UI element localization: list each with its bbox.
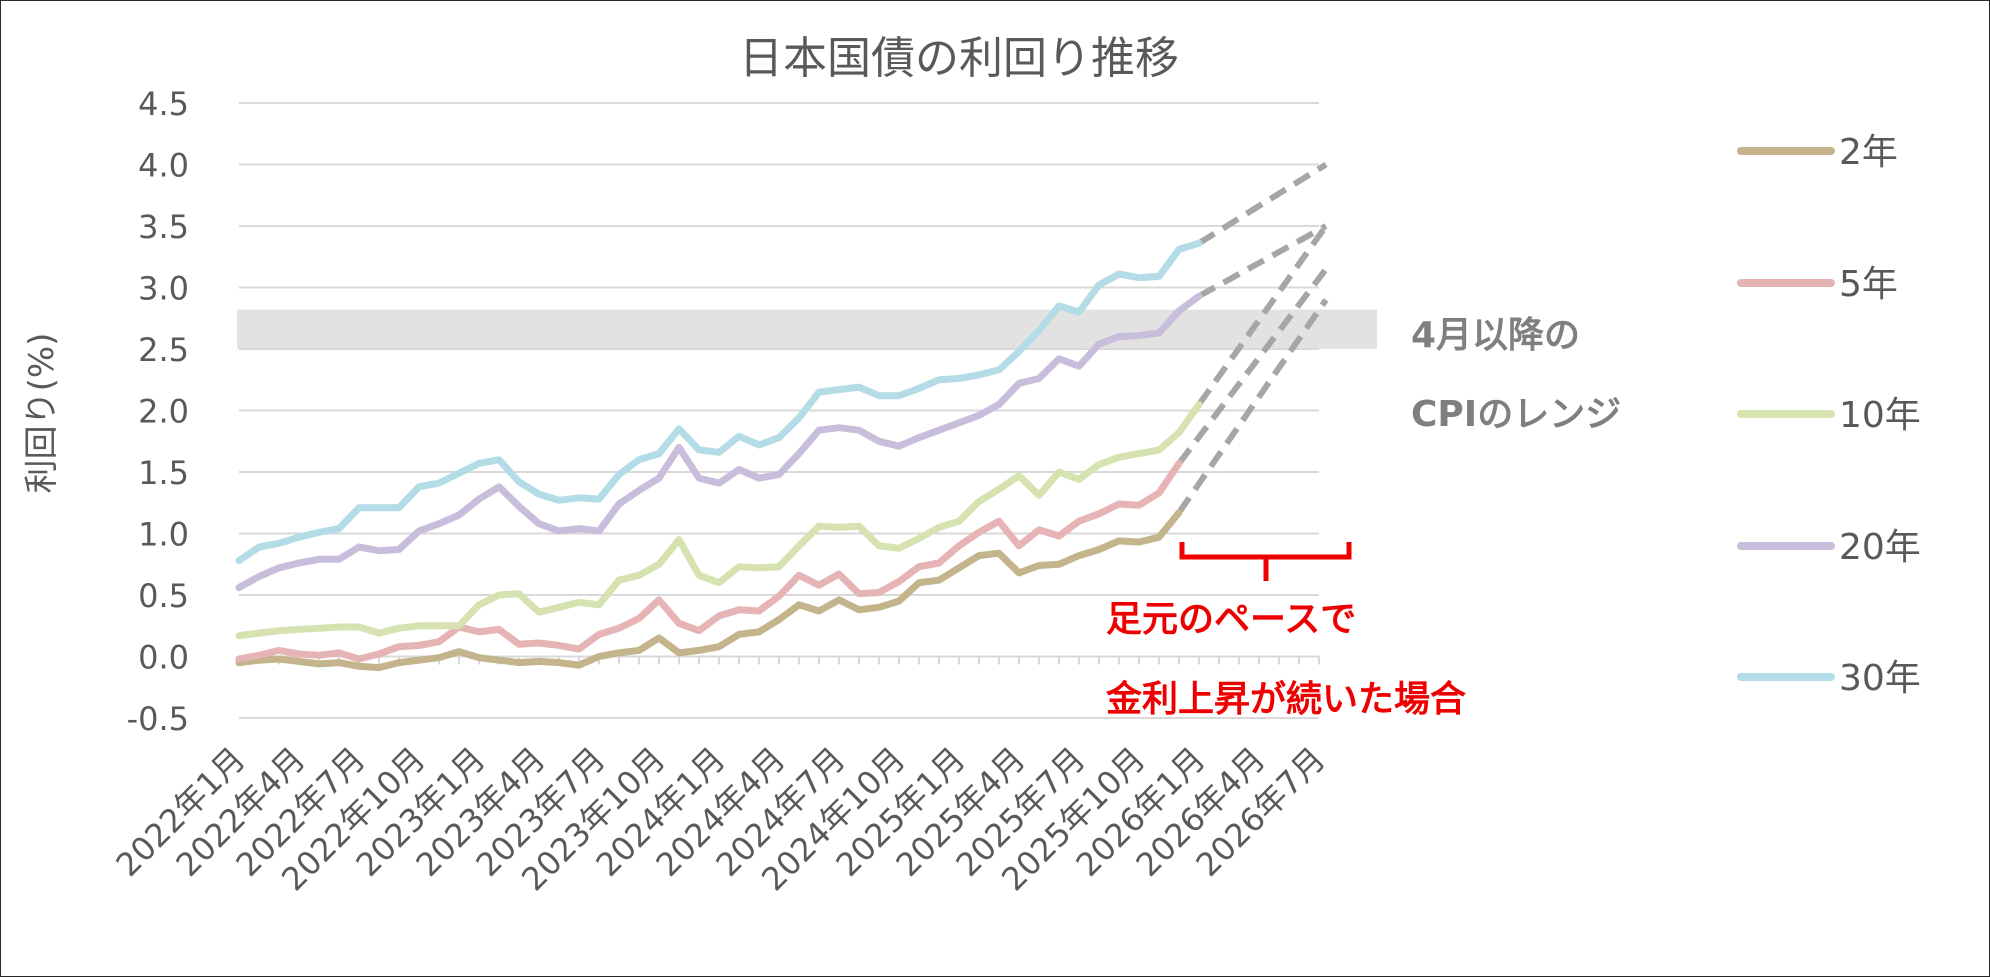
legend-label: 30年 (1839, 658, 1921, 699)
series-line-10年 (235, 400, 1203, 640)
legend-label: 20年 (1839, 527, 1921, 568)
legend-label: 5年 (1839, 264, 1898, 305)
y-tick-label: 0.0 (138, 639, 189, 677)
annotation-bracket (1179, 542, 1352, 581)
y-tick-label: 3.0 (138, 270, 189, 308)
band-label-line-1: 4月以降の (1411, 315, 1580, 356)
legend-label: 2年 (1839, 132, 1898, 173)
y-tick-label: 2.5 (138, 331, 189, 369)
legend-label: 10年 (1839, 395, 1921, 436)
projection-line-5年 (1176, 267, 1329, 466)
y-tick-label: 4.0 (138, 147, 189, 185)
y-tick-label: 1.0 (138, 516, 189, 554)
cpi-range-band (237, 309, 1377, 349)
y-tick-label: 1.5 (138, 454, 189, 492)
projection-line-30年 (1197, 161, 1328, 246)
y-axis-label: 利回り(%) (22, 333, 62, 494)
y-tick-label: -0.5 (127, 700, 189, 738)
y-tick-label: 2.0 (138, 393, 189, 431)
series-line-5年 (235, 459, 1183, 663)
chart-title: 日本国債の利回り推移 (739, 33, 1179, 84)
series-line-2年 (235, 509, 1183, 672)
projection-line-2年 (1176, 298, 1329, 515)
y-tick-label: 0.5 (138, 577, 189, 615)
band-label-line-2: CPIのレンジ (1411, 394, 1621, 435)
annotation-line-1: 足元のペースで (1106, 599, 1356, 640)
projection-line-20年 (1197, 223, 1328, 299)
projection-line-10年 (1196, 224, 1329, 407)
y-tick-label: 4.5 (138, 85, 189, 123)
y-tick-label: 3.5 (138, 208, 189, 246)
series-line-30年 (235, 239, 1203, 565)
annotation-line-2: 金利上昇が続いた場合 (1105, 678, 1466, 720)
series-line-20年 (235, 292, 1203, 592)
